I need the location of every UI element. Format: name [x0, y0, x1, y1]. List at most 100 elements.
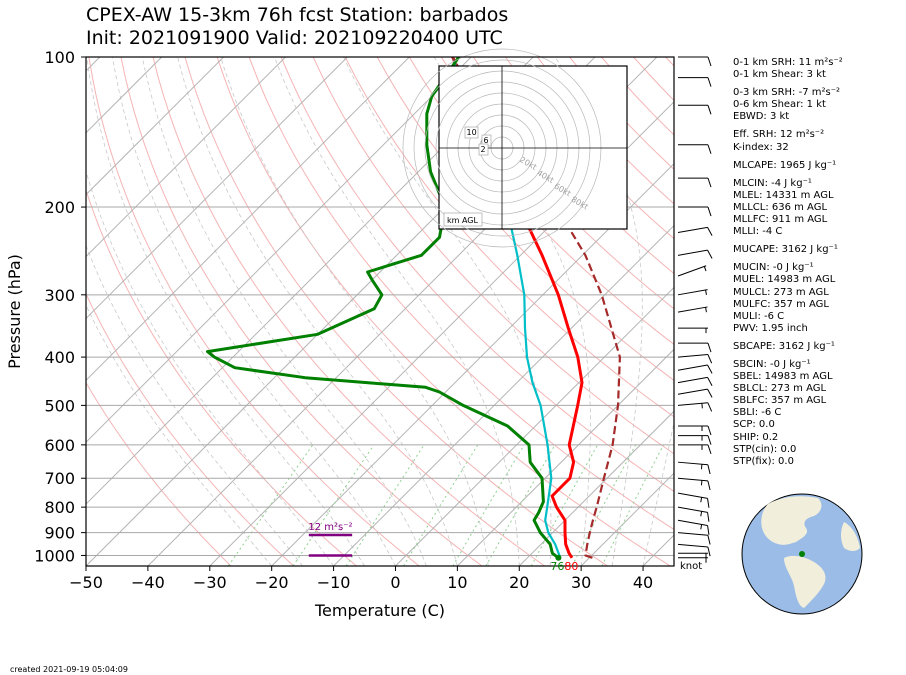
- wind-barb: [678, 104, 712, 115]
- created-timestamp: created 2021-09-19 05:04:09: [10, 665, 128, 674]
- wind-barb: [678, 425, 712, 436]
- barb-staff: [677, 477, 708, 482]
- x-tick-label: 0: [390, 573, 400, 592]
- y-tick-label: 1000: [34, 546, 75, 565]
- moist-adiabat: [554, 57, 643, 566]
- dry-adiabat: [120, 57, 483, 566]
- x-tick-label: 30: [571, 573, 591, 592]
- index-entry: SHIP: 0.2: [733, 431, 779, 443]
- wind-barb: [677, 388, 713, 398]
- wind-barb: [677, 289, 708, 296]
- index-entry: SCP: 0.0: [733, 419, 775, 431]
- hodograph-label: km AGL: [447, 216, 479, 225]
- wind-barb: [677, 492, 710, 508]
- index-entry: 0-6 km Shear: 1 kt: [733, 99, 826, 111]
- wind-barb: [678, 327, 708, 334]
- y-tick-label: 800: [44, 498, 75, 517]
- barb-staff: [677, 532, 708, 536]
- wind-barb: [678, 435, 712, 445]
- isotherm: [209, 101, 674, 566]
- barb-flag: [707, 364, 713, 374]
- barb-staff: [677, 249, 708, 256]
- dry-adiabat: [312, 57, 674, 455]
- dry-adiabat: [152, 57, 546, 566]
- barb-flag: [707, 480, 711, 491]
- wind-barb: [678, 177, 712, 188]
- index-entry: Eff. SRH: 12 m²s⁻²: [733, 129, 825, 141]
- moist-adiabat: [343, 57, 552, 566]
- dry-adiabat: [408, 57, 674, 346]
- index-entry: MULI: -6 C: [733, 310, 785, 322]
- barb-flag: [707, 498, 710, 508]
- surface-dewpoint-label: 76: [550, 560, 564, 573]
- wind-barb: [677, 532, 711, 545]
- wind-barb: [677, 519, 710, 535]
- y-tick-label: 600: [44, 436, 75, 455]
- moist-adiabat: [86, 244, 303, 566]
- moist-adiabat: [642, 421, 674, 566]
- index-entry: SBLFC: 357 m AGL: [733, 395, 827, 407]
- sounding-indices-panel: 0-1 km SRH: 11 m²s⁻² 0-1 km Shear: 3 kt 0-…: [733, 57, 903, 468]
- barb-flag: [707, 546, 711, 557]
- moist-adiabat: [274, 57, 520, 566]
- barb-flag: [707, 249, 713, 259]
- barb-half-flag: [700, 524, 703, 530]
- wind-barb: [677, 506, 710, 522]
- y-tick-label: 300: [44, 286, 75, 305]
- barb-staff: [677, 306, 708, 313]
- chart-annotations: 12 m²s⁻² 76 80: [308, 522, 578, 573]
- mixing-ratio-line: [227, 444, 314, 566]
- index-entry: SBCIN: -0 J kg⁻¹: [733, 358, 811, 370]
- moist-adiabat: [177, 57, 458, 566]
- wind-barb: [678, 144, 712, 154]
- isotherm: [518, 410, 674, 566]
- barb-half-flag: [705, 289, 707, 295]
- y-axis-label: Pressure (hPa): [5, 254, 24, 369]
- y-tick-label: 400: [44, 348, 75, 367]
- plot-frame: [85, 56, 675, 567]
- x-tick-label: −20: [255, 573, 289, 592]
- wind-barb: [677, 477, 711, 491]
- wind-barb: [678, 552, 708, 559]
- mixing-ratio-line: [485, 444, 556, 566]
- barb-flag: [707, 402, 713, 412]
- wind-barb: [677, 376, 713, 386]
- index-entry: PWV: 1.95 inch: [733, 322, 808, 334]
- y-tick-label: 900: [44, 524, 75, 543]
- index-entry: SBEL: 14983 m AGL: [733, 371, 833, 383]
- moist-adiabat: [433, 57, 591, 566]
- moist-adiabat: [86, 57, 365, 566]
- dry-adiabat: [248, 57, 674, 531]
- barb-flag: [707, 388, 713, 398]
- index-entry: MULCL: 273 m AGL: [733, 286, 829, 298]
- wind-barb: [677, 402, 713, 412]
- helicity-label: 12 m²s⁻²: [308, 522, 352, 533]
- chart-title-line2: Init: 2021091900 Valid: 202109220400 UTC: [86, 27, 503, 49]
- hodograph-marker-text: 10: [467, 128, 477, 137]
- barb-flag: [707, 342, 712, 353]
- isotherm: [86, 57, 163, 134]
- barb-half-flag: [705, 307, 707, 313]
- index-entry: MLCIN: -4 J kg⁻¹: [733, 177, 812, 189]
- index-entry: MUEL: 14983 m AGL: [733, 274, 836, 286]
- barb-staff: [677, 376, 708, 384]
- isotherm: [271, 162, 674, 566]
- index-entry: MLLI: -4 C: [733, 226, 783, 238]
- x-axis-label: Temperature (C): [314, 601, 445, 620]
- hodograph-label-box: [443, 212, 483, 227]
- index-entry: MUCIN: -0 J kg⁻¹: [733, 262, 814, 274]
- wind-barb: [678, 56, 712, 67]
- barb-flag: [707, 206, 712, 217]
- x-tick-label: 40: [633, 573, 653, 592]
- x-tick-label: −10: [317, 573, 351, 592]
- mixing-ratio-line: [345, 444, 425, 566]
- barb-staff: [677, 492, 708, 499]
- dry-adiabat: [86, 188, 357, 566]
- globe-land-south-america: [784, 555, 826, 608]
- index-entry: 0-3 km SRH: -7 m²s⁻²: [733, 87, 840, 99]
- index-entry: EBWD: 3 kt: [733, 111, 790, 123]
- x-tick-label: 20: [509, 573, 529, 592]
- isotherm: [395, 286, 674, 566]
- chart-title-line1: CPEX-AW 15-3km 76h fcst Station: barbado…: [86, 4, 509, 26]
- wind-barb: [677, 353, 713, 364]
